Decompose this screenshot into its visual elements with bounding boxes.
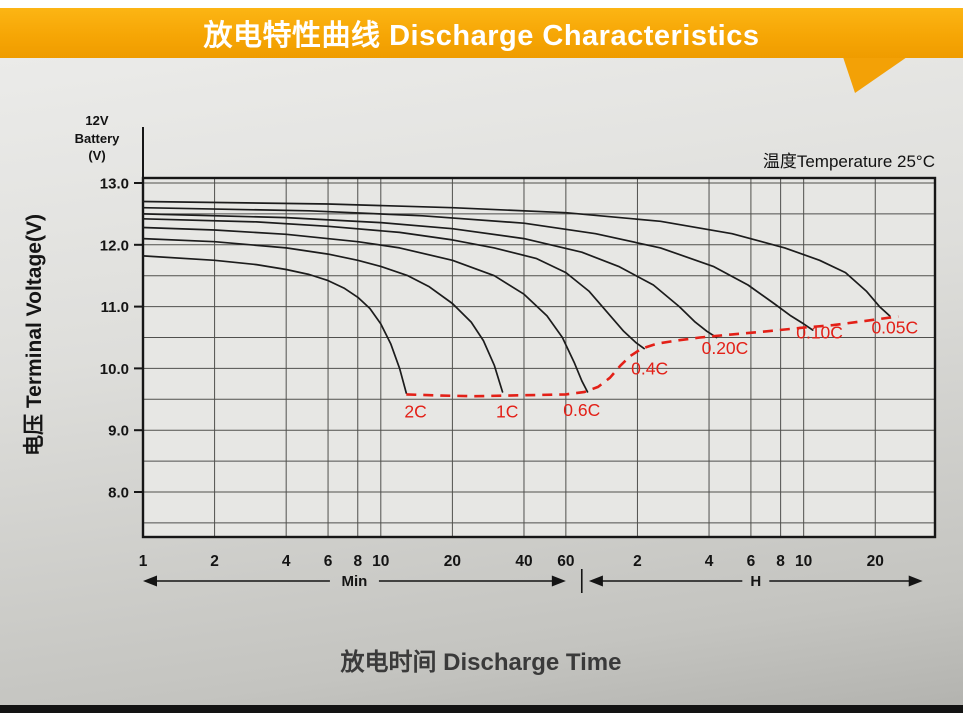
x-tick-label: 4	[282, 553, 291, 570]
page-title: 放电特性曲线 Discharge Characteristics	[203, 20, 760, 52]
y-tick-label: 12.0	[100, 237, 129, 254]
curve-2C	[142, 255, 408, 394]
curve-label-2C: 2C	[404, 402, 426, 422]
curve-0.10C	[142, 206, 814, 331]
x-tick-label: 60	[557, 553, 574, 570]
curve-label-0.6C: 0.6C	[563, 400, 600, 420]
y-tick-label: 10.0	[100, 361, 129, 378]
axis-section-label-H: H	[750, 573, 761, 590]
arrow-left-icon	[588, 575, 603, 587]
x-tick-label: 8	[353, 553, 362, 570]
plot-frame	[141, 176, 937, 539]
curve-label-0.10C: 0.10C	[796, 323, 843, 343]
x-tick-label: 4	[705, 553, 714, 570]
y-axis-title: 电压 Terminal Voltage(V)	[23, 214, 46, 456]
temperature-label: 温度Temperature 25°C	[762, 152, 935, 171]
curve-0.4C	[142, 217, 645, 350]
curve-0.05C	[142, 200, 891, 317]
x-tick-label: 20	[867, 553, 884, 570]
battery-label-line2: Battery	[74, 130, 120, 146]
curve-label-0.4C: 0.4C	[631, 358, 668, 378]
arrow-right-icon	[551, 575, 566, 587]
x-tick-label: 1	[139, 553, 148, 570]
curve-1C	[142, 237, 504, 393]
curve-0.20C	[142, 213, 718, 339]
battery-label-line1: 12V	[85, 113, 109, 128]
curve-0.6C	[142, 226, 589, 393]
cutoff-curve	[406, 315, 899, 398]
banner-tail	[843, 57, 907, 93]
x-tick-label: 20	[444, 553, 461, 570]
x-tick-label: 10	[372, 553, 389, 570]
x-tick-label: 10	[795, 553, 812, 570]
x-tick-label: 8	[776, 553, 785, 570]
curve-label-0.20C: 0.20C	[702, 338, 749, 358]
x-tick-label: 2	[633, 553, 642, 570]
curve-label-0.05C: 0.05C	[871, 318, 918, 338]
curve-label-1C: 1C	[496, 402, 518, 422]
bottom-bar	[0, 705, 963, 713]
x-axis-title: 放电时间 Discharge Time	[340, 649, 622, 676]
x-tick-label: 2	[210, 553, 219, 570]
arrow-right-icon	[908, 575, 923, 587]
plot-area	[143, 178, 935, 537]
battery-label-line3: (V)	[88, 148, 106, 164]
arrow-left-icon	[143, 575, 157, 587]
x-tick-label: 6	[324, 553, 333, 570]
x-tick-label: 6	[747, 553, 756, 570]
x-tick-label: 40	[515, 553, 532, 570]
axis-section-label-Min: Min	[342, 573, 368, 590]
banner-tail-shape	[843, 57, 907, 93]
y-tick-label: 11.0	[101, 299, 129, 316]
title-banner: 放电特性曲线 Discharge Characteristics	[0, 8, 963, 58]
y-tick-label: 13.0	[100, 176, 129, 193]
battery-unit-label: 12V Battery (V)	[58, 112, 136, 165]
y-tick-label: 8.0	[108, 485, 129, 502]
y-tick-label: 9.0	[108, 423, 129, 440]
